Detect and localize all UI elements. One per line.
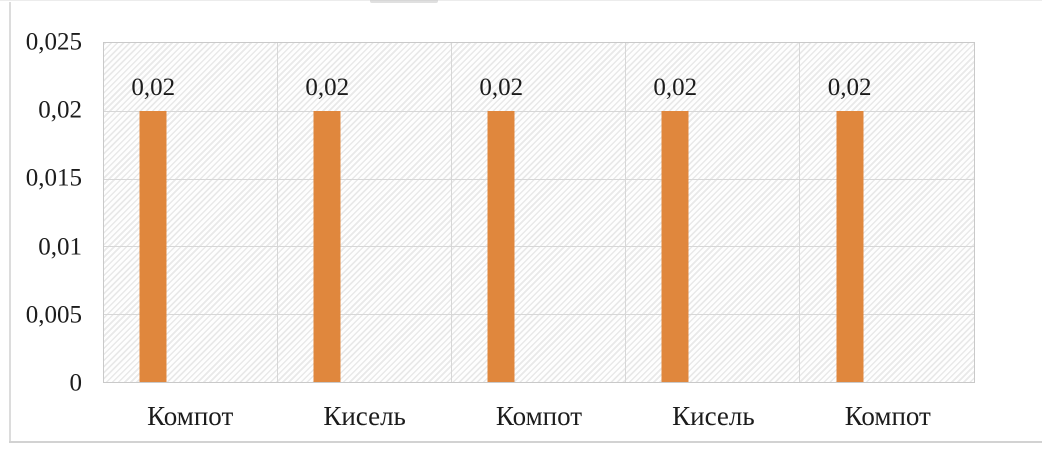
- data-label: 0,02: [827, 73, 872, 101]
- data-label: 0,02: [479, 73, 524, 101]
- x-axis-label: Кисель: [323, 401, 406, 431]
- gridline-y: [104, 246, 974, 248]
- gridline-y: [104, 110, 974, 112]
- y-tick-label: 0,015: [25, 164, 82, 192]
- category-cell: 0,02: [278, 43, 452, 382]
- x-axis-label: Кисель: [672, 401, 755, 431]
- bar: [661, 110, 689, 382]
- y-tick-label: 0,01: [38, 233, 82, 261]
- cropped-top-hairline: [0, 0, 1042, 1]
- plot-area: 0,02 0,02 0,02 0,02 0,02: [103, 42, 975, 383]
- chart-border-bottom: [9, 441, 1042, 443]
- data-label: 0,02: [305, 73, 350, 101]
- chart-border-left: [9, 2, 11, 443]
- bar: [836, 110, 864, 382]
- data-label: 0,02: [653, 73, 698, 101]
- bar: [487, 110, 515, 382]
- category-cell: 0,02: [452, 43, 626, 382]
- y-tick-label: 0,02: [38, 96, 82, 124]
- data-label: 0,02: [131, 73, 176, 101]
- y-tick-label: 0,025: [25, 28, 82, 56]
- x-axis-label: Компот: [495, 401, 583, 431]
- gridline-y: [104, 314, 974, 316]
- category-cell: 0,02: [800, 43, 974, 382]
- category-cell: 0,02: [626, 43, 800, 382]
- category-cell: 0,02: [104, 43, 278, 382]
- cropped-title-fragment: [370, 0, 438, 3]
- y-tick-label: 0: [69, 369, 83, 397]
- y-tick-label: 0,005: [25, 301, 82, 329]
- x-axis: Компот Кисель Компот Кисель Компот: [103, 383, 975, 443]
- gridline-y: [104, 178, 974, 180]
- bar: [139, 110, 167, 382]
- x-axis-label: Компот: [147, 401, 234, 431]
- y-axis: 0 0,005 0,01 0,015 0,02 0,025: [0, 30, 82, 396]
- bar: [313, 110, 341, 382]
- x-axis-label: Компот: [844, 401, 931, 431]
